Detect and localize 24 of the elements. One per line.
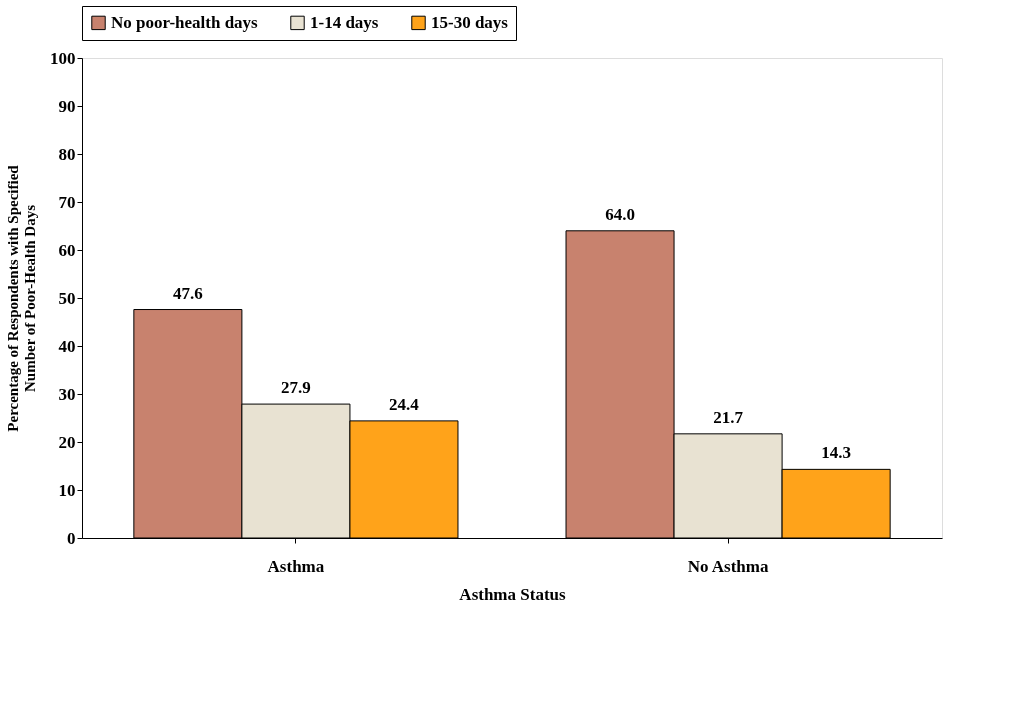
x-axis-title: Asthma Status <box>459 584 567 604</box>
y-tick-label: 40 <box>58 336 76 356</box>
x-tick-label: No Asthma <box>687 556 769 576</box>
data-label: 24.4 <box>389 394 420 414</box>
x-tick-label: Asthma <box>267 556 325 576</box>
data-label: 27.9 <box>281 378 311 398</box>
y-tick-label: 60 <box>58 240 76 260</box>
legend-label: 15-30 days <box>431 12 509 32</box>
data-label: 64.0 <box>605 204 635 224</box>
y-tick-label: 90 <box>58 96 76 116</box>
y-tick-label: 20 <box>58 432 76 452</box>
y-tick-label: 10 <box>58 480 76 500</box>
y-tick-label: 80 <box>58 144 76 164</box>
data-label: 14.3 <box>821 443 851 463</box>
y-tick-label: 100 <box>50 48 76 68</box>
y-tick-label: 0 <box>67 528 76 548</box>
y-tick-label: 50 <box>58 288 76 308</box>
legend-label: No poor-health days <box>111 12 259 32</box>
data-label: 47.6 <box>173 283 203 303</box>
y-tick-label: 30 <box>58 384 76 404</box>
y-tick-label: 70 <box>58 192 76 212</box>
legend-label: 1-14 days <box>310 12 379 32</box>
data-label: 21.7 <box>713 407 744 427</box>
y-axis-title: Percentage of Respondents with Specified Number of Poor-Health Days <box>5 164 38 432</box>
